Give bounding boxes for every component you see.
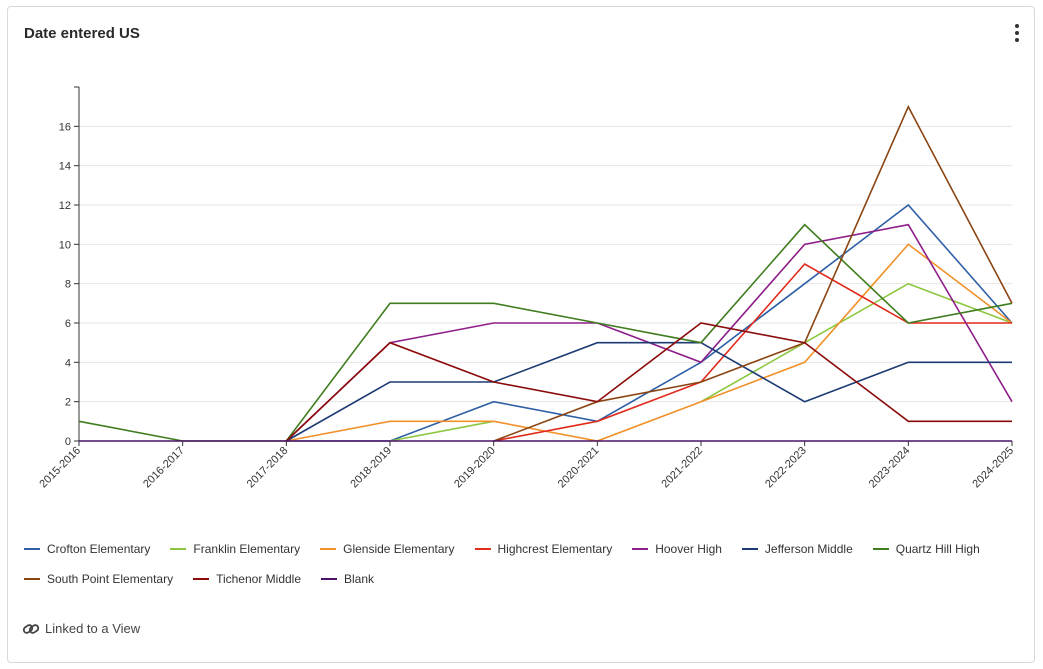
y-tick-label: 14 <box>59 161 71 173</box>
legend-swatch <box>193 578 210 580</box>
y-tick-label: 2 <box>65 397 71 409</box>
legend-swatch <box>872 548 889 550</box>
linked-label: Linked to a View <box>45 621 141 636</box>
y-tick-label: 6 <box>65 318 71 330</box>
y-tick-label: 4 <box>65 357 71 369</box>
series-line-glenside-elementary <box>286 243 1013 442</box>
x-tick-label: 2018-2019 <box>348 445 394 491</box>
y-tick-label: 8 <box>65 279 71 291</box>
x-tick-label: 2015-2016 <box>37 445 83 491</box>
x-tick-label: 2019-2020 <box>452 445 498 491</box>
y-tick-label: 0 <box>65 436 71 448</box>
legend-item[interactable]: Crofton Elementary <box>24 542 150 556</box>
series-line-franklin-elementary <box>389 420 494 442</box>
x-tick-label: 2017-2018 <box>245 445 291 491</box>
legend-label: Quartz Hill High <box>895 542 980 556</box>
legend-label: Hoover High <box>655 542 722 556</box>
legend-item[interactable]: Hoover High <box>632 542 722 556</box>
legend-row: Crofton Elementary Franklin Elementary Gle… <box>24 534 1014 564</box>
legend-label: Glenside Elementary <box>343 542 455 556</box>
series-line-highcrest-elementary <box>493 262 1012 442</box>
x-tick-label: 2016-2017 <box>141 445 187 491</box>
legend-label: Tichenor Middle <box>216 572 302 586</box>
y-tick-label: 10 <box>59 239 71 251</box>
legend-swatch <box>170 548 187 550</box>
series-line-south-point-elementary <box>493 104 1013 442</box>
legend-item[interactable]: Tichenor Middle <box>193 572 301 586</box>
legend-label: Crofton Elementary <box>47 542 151 556</box>
chart-card: Date entered US <box>7 6 1035 663</box>
legend-swatch <box>632 548 649 550</box>
legend-label: Franklin Elementary <box>193 542 301 556</box>
x-tick-label: 2024-2025 <box>970 445 1016 491</box>
legend-swatch <box>741 548 758 550</box>
legend-item[interactable]: South Point Elementary <box>24 572 173 586</box>
series-line-quartz-hill-high <box>78 223 1013 442</box>
legend-label: Jefferson Middle <box>764 542 853 556</box>
link-icon <box>22 623 40 634</box>
legend-item[interactable]: Jefferson Middle <box>741 542 853 556</box>
x-tick-label: 2023-2024 <box>867 445 913 491</box>
legend-item[interactable]: Franklin Elementary <box>170 542 300 556</box>
x-tick-label: 2021-2022 <box>659 445 705 491</box>
series-line-jefferson-middle <box>285 341 1012 442</box>
y-tick-label: 16 <box>59 121 71 133</box>
legend-item[interactable]: Highcrest Elementary <box>474 542 613 556</box>
legend-swatch <box>474 548 491 550</box>
kebab-menu-icon[interactable] <box>1008 23 1026 45</box>
card-title: Date entered US <box>24 25 140 42</box>
legend-swatch <box>321 578 338 580</box>
series-line-tichenor-middle <box>285 322 1012 442</box>
legend-item[interactable]: Glenside Elementary <box>320 542 455 556</box>
y-tick-label: 12 <box>59 200 71 212</box>
legend-label: South Point Elementary <box>47 572 174 586</box>
legend-item[interactable]: Quartz Hill High <box>872 542 980 556</box>
legend-swatch <box>320 548 337 550</box>
legend-swatch <box>24 548 40 550</box>
legend-row: South Point Elementary Tichenor Middle Bla… <box>24 564 1014 594</box>
legend-label: Blank <box>344 572 375 586</box>
linked-to-view-link[interactable]: Linked to a View <box>22 621 140 636</box>
x-tick-label: 2020-2021 <box>556 445 602 491</box>
x-tick-label: 2022-2023 <box>763 445 809 491</box>
legend-swatch <box>24 578 40 580</box>
legend-item[interactable]: Blank <box>321 572 374 586</box>
chart-legend: Crofton Elementary Franklin Elementary Gle… <box>24 534 1014 594</box>
legend-label: Highcrest Elementary <box>497 542 613 556</box>
